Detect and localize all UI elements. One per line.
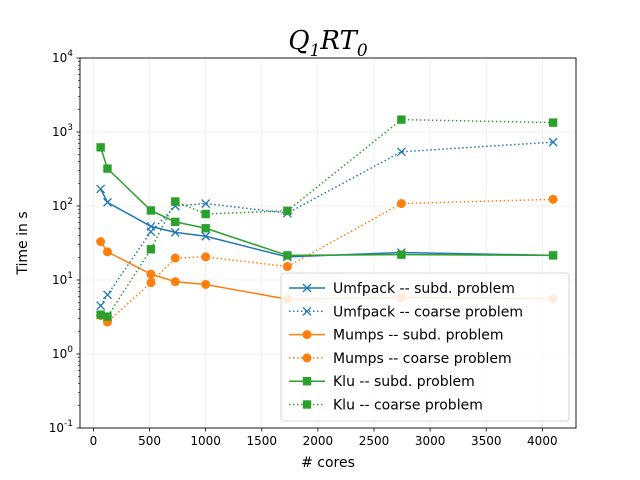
y-axis-label: Time in s <box>15 211 31 275</box>
x-axis-label: # cores <box>301 455 355 471</box>
data-point <box>96 301 106 311</box>
data-point <box>146 245 156 254</box>
data-point <box>103 164 112 173</box>
y-tick-label: 10-1 <box>49 419 73 435</box>
legend-box <box>280 272 570 422</box>
chart-title: Q1RT0 <box>288 26 368 61</box>
data-point <box>548 194 558 204</box>
data-point <box>171 197 180 206</box>
y-tick-label: 103 <box>52 123 73 139</box>
y-tick-label: 101 <box>52 271 73 287</box>
legend-marker <box>302 306 312 316</box>
title-mid: RT <box>319 26 358 56</box>
data-point <box>201 199 211 208</box>
data-point <box>397 115 406 124</box>
data-point <box>96 184 106 194</box>
data-point <box>170 227 180 237</box>
legend-item: Mumps -- subd. problem <box>289 328 504 344</box>
legend-marker <box>302 353 312 363</box>
legend-item: Klu -- coarse problem <box>289 398 483 414</box>
data-point <box>548 251 558 260</box>
legend-item: Mumps -- coarse problem <box>289 351 512 367</box>
legend-label: Klu -- coarse problem <box>333 398 483 414</box>
x-tick-label: 0 <box>90 434 98 448</box>
x-tick-label: 3000 <box>415 434 446 448</box>
data-point <box>201 252 211 262</box>
grid <box>80 57 576 429</box>
title-main: Q <box>288 26 309 56</box>
y-tick-label: 104 <box>52 49 73 65</box>
series-line <box>100 118 554 318</box>
legend-marker <box>302 400 312 409</box>
legend: Umfpack -- subd. problem Umfpack -- coars… <box>280 272 570 422</box>
data-point <box>146 206 156 215</box>
x-tick-label: 500 <box>138 434 161 448</box>
series-line <box>99 188 554 258</box>
data-point <box>96 143 105 152</box>
legend-label: Mumps -- coarse problem <box>333 351 512 367</box>
series-2 <box>96 137 558 311</box>
title-sub-2: 0 <box>357 41 368 61</box>
data-point <box>397 250 406 259</box>
x-tick-label: 2500 <box>359 434 390 448</box>
title-sub-1: 1 <box>310 41 321 61</box>
x-tick-label: 3500 <box>471 434 502 448</box>
data-point <box>283 206 292 216</box>
data-point <box>103 197 112 207</box>
data-point <box>170 253 180 263</box>
x-tick-label: 1500 <box>247 434 278 448</box>
series-1 <box>96 184 558 262</box>
legend-label: Klu -- subd. problem <box>333 374 475 390</box>
data-point <box>548 137 558 147</box>
data-point <box>201 231 211 241</box>
data-point <box>396 199 406 209</box>
legend-marker <box>302 377 312 386</box>
data-point <box>146 227 156 237</box>
data-point <box>170 277 180 287</box>
data-point <box>548 118 558 127</box>
data-point <box>146 269 156 279</box>
legend-item: Umfpack -- coarse problem <box>289 304 523 320</box>
series-5 <box>96 143 558 260</box>
legend-label: Umfpack -- coarse problem <box>333 304 523 320</box>
data-point <box>201 279 211 289</box>
series-6 <box>96 115 558 321</box>
data-point <box>283 251 292 260</box>
series-line <box>99 147 554 257</box>
data-point <box>102 247 112 257</box>
legend-item: Umfpack -- subd. problem <box>289 281 515 297</box>
plot-frame <box>79 57 577 429</box>
data-point <box>282 262 292 272</box>
legend-label: Mumps -- subd. problem <box>333 328 504 344</box>
series-line <box>100 141 554 307</box>
data-point <box>146 278 156 288</box>
y-tick-label: 100 <box>52 345 73 361</box>
data-point <box>103 312 112 321</box>
data-point <box>201 224 210 233</box>
legend-label: Umfpack -- subd. problem <box>333 281 515 297</box>
x-tick-label: 4000 <box>527 434 558 448</box>
legend-item: Klu -- subd. problem <box>289 374 475 390</box>
data-point <box>171 217 180 227</box>
data-point <box>96 310 105 319</box>
legend-marker <box>302 283 312 293</box>
data-point <box>396 147 406 157</box>
x-tick-label: 2000 <box>303 434 334 448</box>
x-tick-label: 1000 <box>190 434 221 448</box>
y-tick-label: 102 <box>52 197 73 213</box>
data-point <box>96 237 106 247</box>
axes: 0 500 1000 1500 2000 2500 3000 3500 4000 10-1 100 1… <box>49 49 558 448</box>
legend-marker <box>302 330 312 340</box>
data-point <box>201 209 210 219</box>
data-point <box>103 290 112 300</box>
